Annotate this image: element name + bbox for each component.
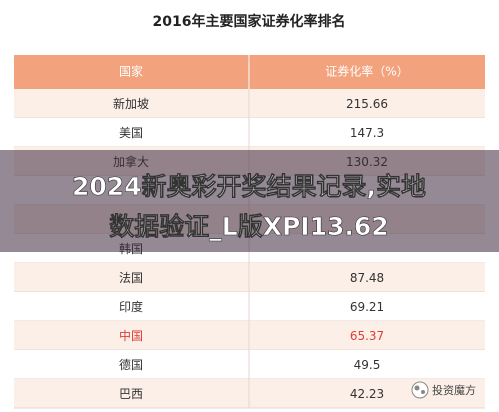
country-cell: 德国: [119, 357, 143, 372]
table-title: 2016年主要国家证券化率排名: [153, 13, 346, 30]
country-cell: 中国: [119, 328, 143, 343]
country-cell: 巴西: [119, 387, 143, 401]
overlay-text: 2024新奥彩开奖结果记录,实地: [72, 172, 426, 201]
value-cell: 147.3: [350, 126, 384, 140]
watermark-icon-dot: [421, 390, 425, 394]
value-cell: 215.66: [346, 97, 388, 111]
country-cell: 法国: [119, 271, 143, 285]
country-cell: 印度: [119, 299, 143, 314]
value-cell: 65.37: [350, 329, 384, 343]
watermark-icon: [411, 381, 429, 399]
country-cell: 美国: [119, 126, 143, 140]
value-cell: 42.23: [350, 387, 384, 401]
watermark-icon-dot: [414, 385, 420, 391]
value-cell: 69.21: [350, 300, 384, 314]
value-cell: 49.5: [354, 358, 381, 372]
overlay-text: 数据验证_L版XPI13.62: [109, 212, 388, 241]
watermark: 投资魔方: [411, 381, 476, 399]
watermark-text: 投资魔方: [432, 383, 476, 397]
value-cell: 87.48: [350, 271, 384, 285]
column-header: 国家: [119, 64, 143, 79]
column-header: 证券化率（%）: [325, 64, 408, 79]
country-cell: 新加坡: [113, 96, 149, 111]
overlay-band: [0, 150, 499, 252]
